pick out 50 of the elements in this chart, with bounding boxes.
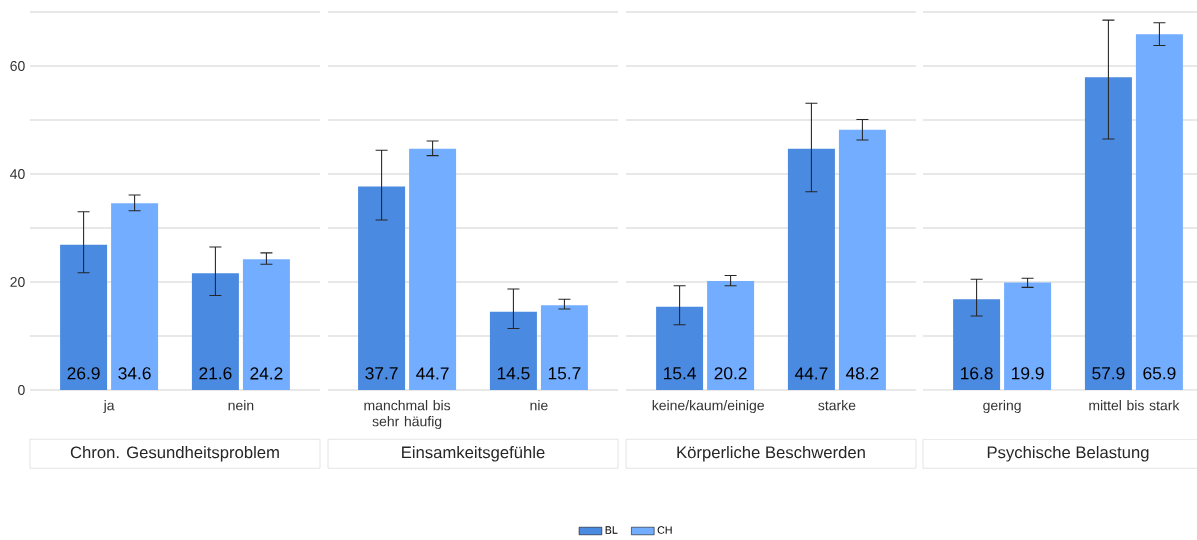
legend-label: CH <box>657 526 672 534</box>
text: Einsamkeitsgefühle <box>402 446 545 462</box>
bar <box>656 306 704 391</box>
data-label: 44.7 <box>416 367 449 380</box>
data-label: 57.9 <box>1092 367 1125 380</box>
y-tick-label: 60 <box>10 61 25 71</box>
text: Chron. Gesundheitsproblem <box>70 446 279 462</box>
bar <box>358 186 406 391</box>
data-label: 15.4 <box>664 367 696 380</box>
bar <box>191 273 239 391</box>
x-tick-label: keine/kaum/einige <box>652 400 764 414</box>
x-tick-label: mittel bis stark <box>1089 400 1180 411</box>
y-tick-label: 0 <box>18 385 25 395</box>
data-label: 21.6 <box>199 367 232 380</box>
legend-label: BL <box>605 526 618 534</box>
bar <box>707 280 755 391</box>
bar <box>489 311 537 391</box>
x-tick-label: starke <box>818 400 856 411</box>
data-label: 34.6 <box>118 367 151 380</box>
data-label: 19.9 <box>1012 367 1044 380</box>
bar <box>1135 34 1183 391</box>
bar <box>242 259 290 391</box>
x-tick-label: gering <box>983 400 1021 414</box>
data-label: 15.7 <box>548 367 581 380</box>
data-label: 44.7 <box>794 367 828 380</box>
x-tick-label: manchmal bis sehr häufig <box>364 400 451 430</box>
bar <box>1084 77 1132 391</box>
bar <box>787 148 835 391</box>
text: Psychische Belastung <box>987 446 1149 462</box>
data-label: 16.8 <box>961 367 993 380</box>
x-tick-label: ja <box>103 400 115 414</box>
text: Körperliche Beschwerden <box>677 446 865 462</box>
bar <box>111 203 159 391</box>
bar <box>838 129 886 391</box>
data-label: 65.9 <box>1143 367 1176 380</box>
data-label: 20.2 <box>714 367 747 380</box>
x-tick-label: nie <box>530 400 548 411</box>
bar <box>953 299 1001 391</box>
bar <box>1004 282 1052 391</box>
data-label: 24.2 <box>250 367 283 380</box>
bar <box>409 148 457 391</box>
bar <box>60 244 108 391</box>
data-label: 26.9 <box>67 367 100 380</box>
y-tick-label: 40 <box>10 169 25 179</box>
data-label: 14.5 <box>497 367 530 380</box>
y-tick-label: 20 <box>10 277 25 287</box>
x-tick-label: nein <box>228 400 254 411</box>
data-label: 48.2 <box>845 367 879 380</box>
bar <box>540 305 588 391</box>
data-label: 37.7 <box>365 367 398 380</box>
